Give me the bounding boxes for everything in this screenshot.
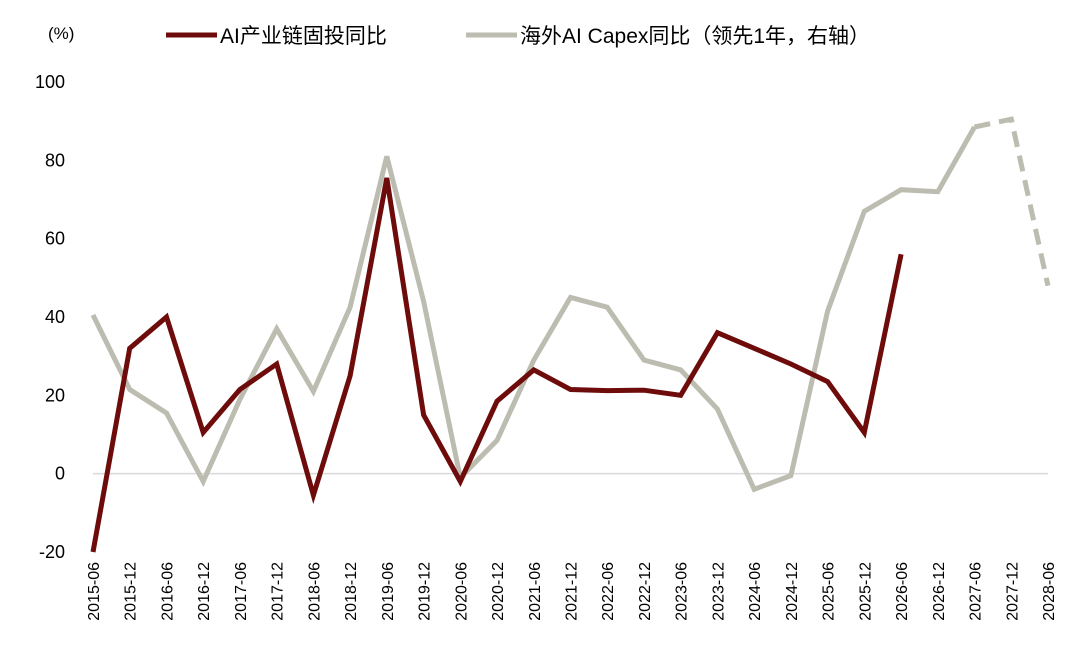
x-tick-label: 2023-12	[710, 562, 727, 621]
x-tick-label: 2027-12	[1004, 562, 1021, 621]
x-tick-label: 2019-06	[380, 562, 397, 621]
series-line-ai-investment	[90, 177, 904, 553]
y-tick-label: 0	[55, 464, 65, 484]
x-axis: 2015-06 2015-12 2016-06 2016-12 2017-06 2017-…	[86, 562, 1058, 621]
y-tick-label: 20	[45, 385, 65, 405]
y-tick-label: 40	[45, 307, 65, 327]
x-tick-label: 2016-12	[196, 562, 213, 621]
x-tick-label: 2015-12	[123, 562, 140, 621]
x-tick-label: 2017-12	[270, 562, 287, 621]
x-tick-label: 2026-06	[894, 562, 911, 621]
series-line-overseas-capex-forecast	[973, 116, 1051, 287]
y-axis-unit-label: (%)	[48, 24, 74, 43]
y-axis: -20 0 20 40 60 80 100	[35, 72, 65, 562]
x-tick-label: 2024-06	[747, 562, 764, 621]
x-tick-label: 2022-06	[600, 562, 617, 621]
y-tick-label: -20	[39, 542, 65, 562]
x-tick-label: 2028-06	[1041, 562, 1058, 621]
legend-label-ai-investment: AI产业链固投同比	[220, 25, 387, 48]
x-tick-label: 2027-06	[968, 562, 985, 621]
series-line-overseas-capex	[90, 125, 977, 493]
x-tick-label: 2023-06	[674, 562, 691, 621]
x-tick-label: 2021-06	[527, 562, 544, 621]
legend: AI产业链固投同比 海外AI Capex同比（领先1年，右轴）	[166, 25, 870, 48]
x-tick-label: 2021-12	[564, 562, 581, 621]
x-tick-label: 2022-12	[637, 562, 654, 621]
x-tick-label: 2026-12	[931, 562, 948, 621]
x-tick-label: 2020-12	[490, 562, 507, 621]
y-tick-label: 100	[35, 72, 65, 92]
x-tick-label: 2025-12	[857, 562, 874, 621]
x-tick-label: 2015-06	[86, 562, 103, 621]
x-tick-label: 2025-06	[821, 562, 838, 621]
x-tick-label: 2018-12	[343, 562, 360, 621]
legend-label-overseas-capex: 海外AI Capex同比（领先1年，右轴）	[520, 25, 870, 48]
x-tick-label: 2017-06	[233, 562, 250, 621]
x-tick-label: 2016-06	[159, 562, 176, 621]
x-tick-label: 2024-12	[784, 562, 801, 621]
series-layer	[90, 116, 1051, 553]
y-tick-label: 60	[45, 229, 65, 249]
y-tick-label: 80	[45, 150, 65, 170]
x-tick-label: 2020-06	[453, 562, 470, 621]
x-tick-label: 2019-12	[417, 562, 434, 621]
x-tick-label: 2018-06	[306, 562, 323, 621]
